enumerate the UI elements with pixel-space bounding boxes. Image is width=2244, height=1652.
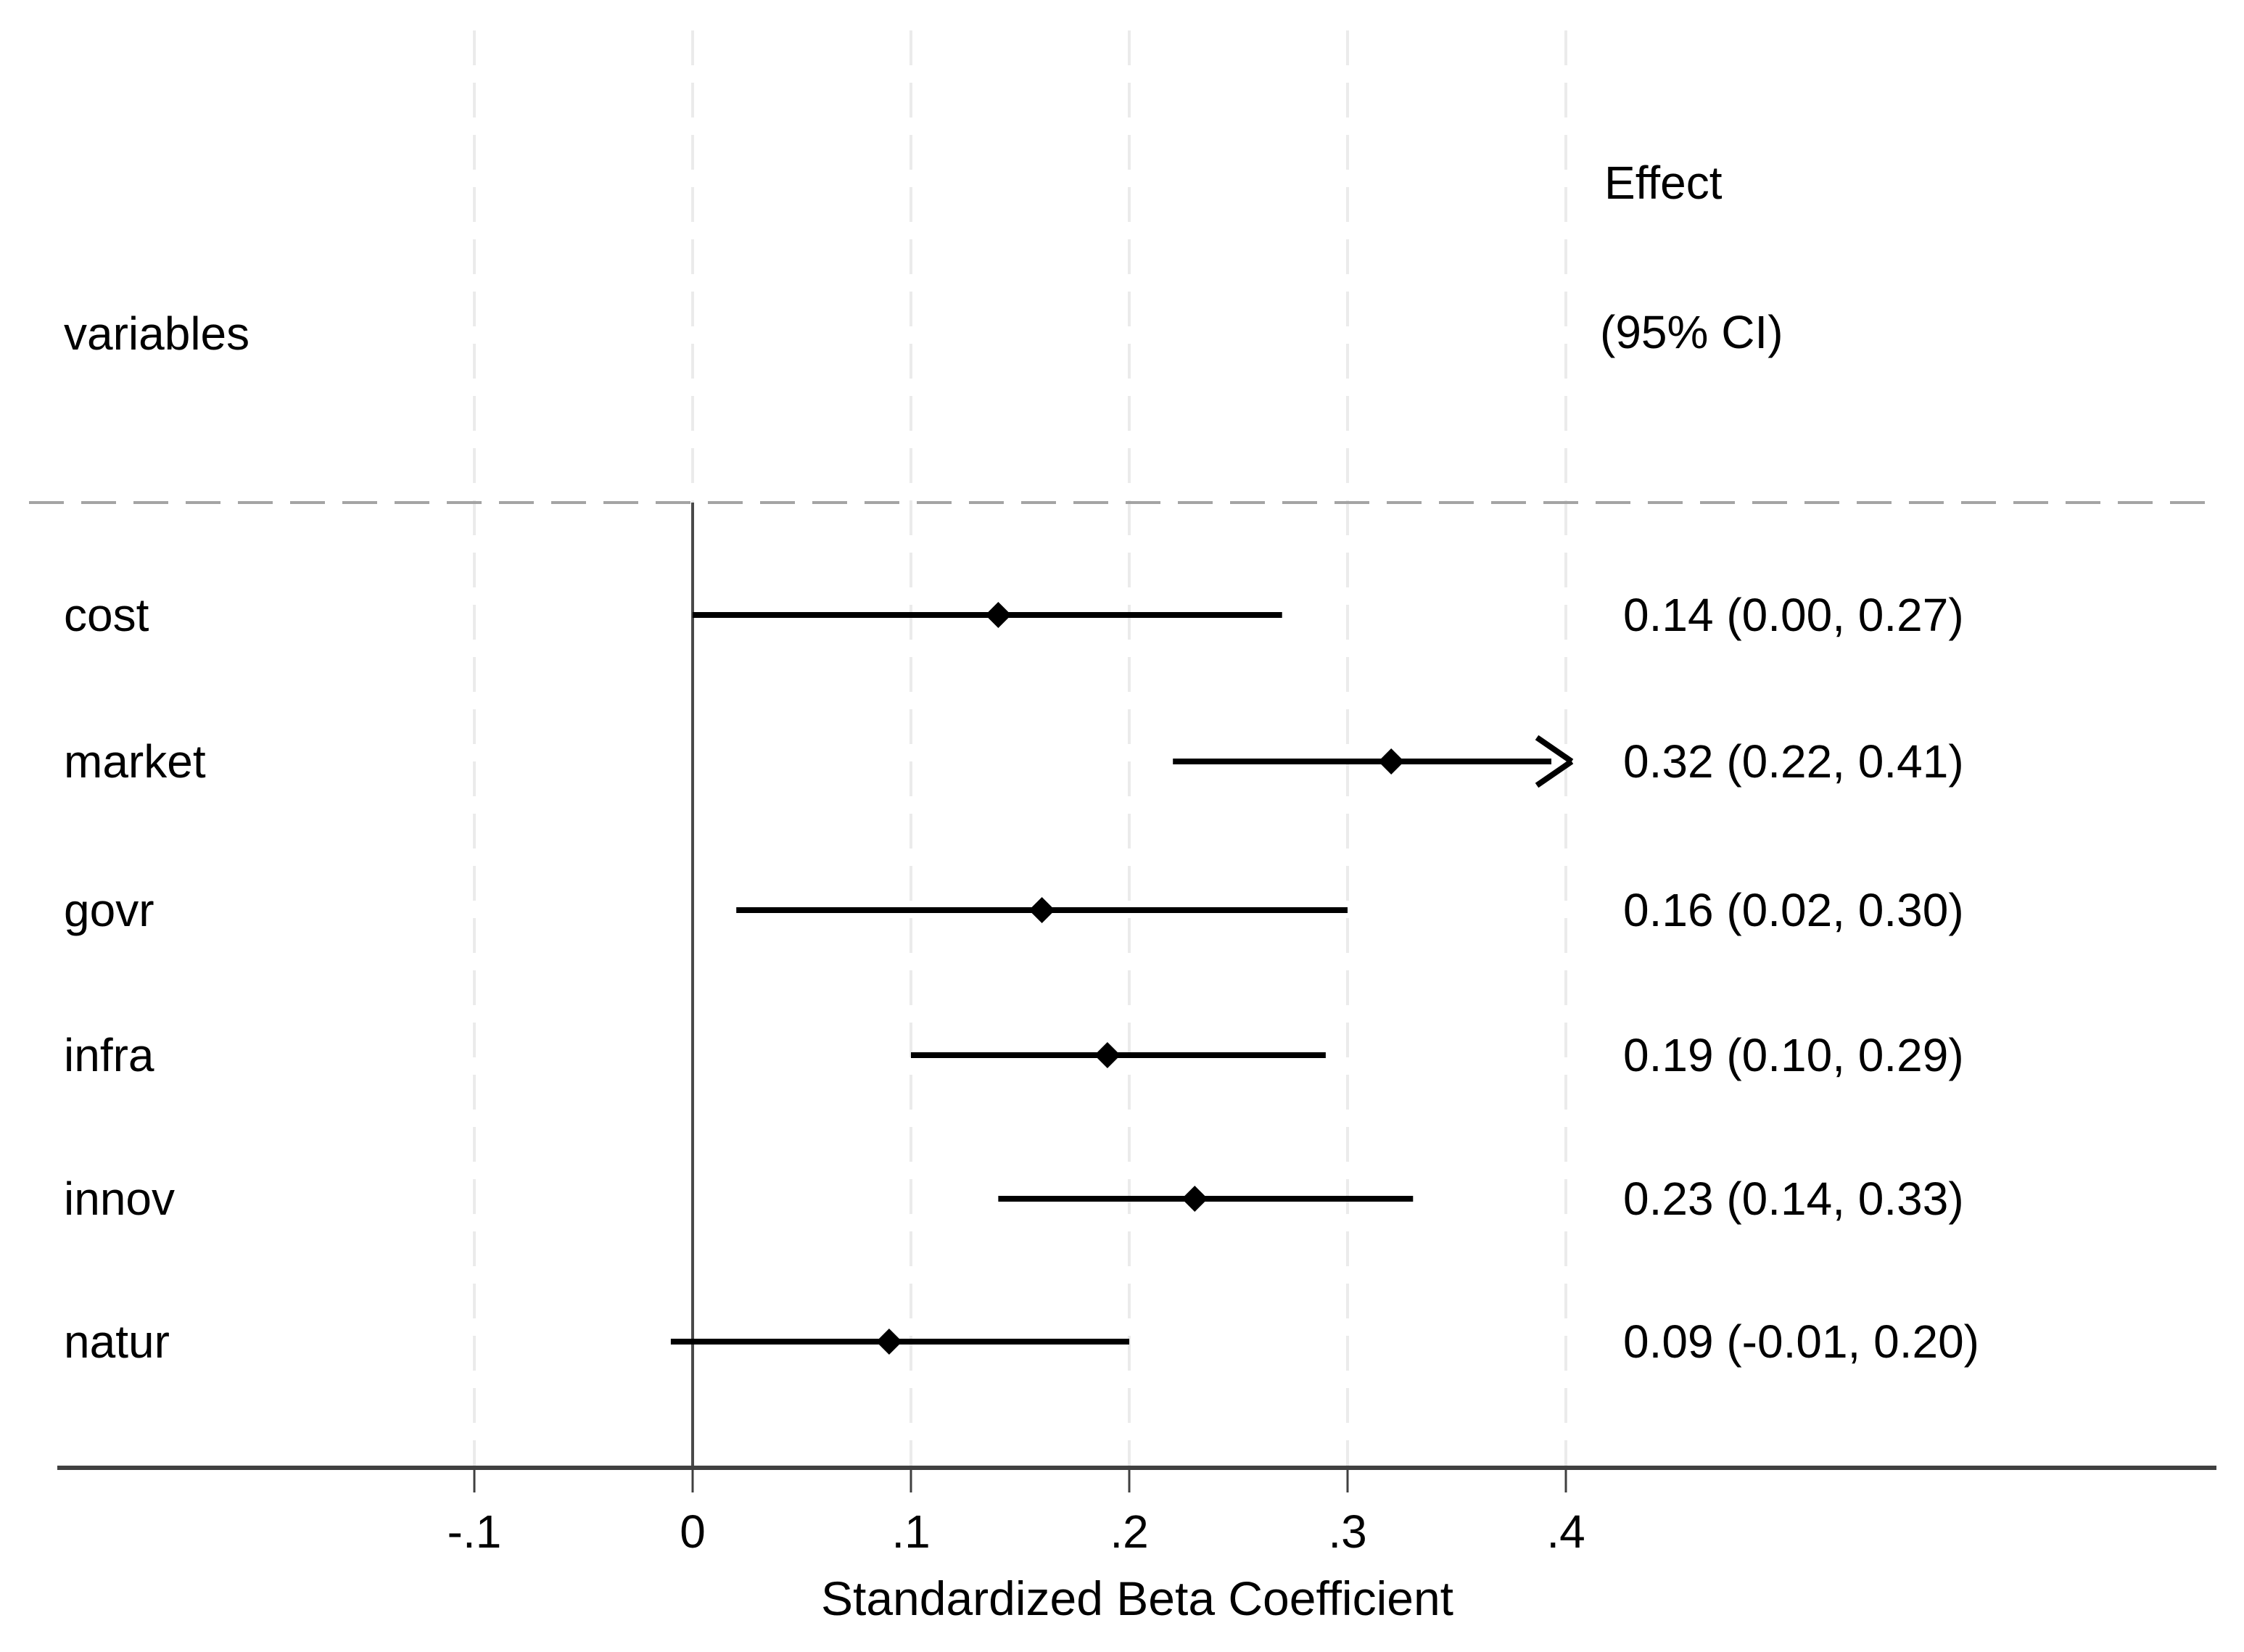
effect-value: 0.23 (0.14, 0.33) (1623, 1173, 1964, 1225)
row-label: infra (64, 1029, 154, 1081)
diamond-marker (1378, 748, 1405, 775)
diamond-marker (1028, 897, 1055, 923)
effect-value: 0.32 (0.22, 0.41) (1623, 735, 1964, 788)
row-label: natur (64, 1316, 170, 1368)
effect-value: 0.09 (-0.01, 0.20) (1623, 1316, 1979, 1368)
x-axis-title: Standardized Beta Coefficient (820, 1572, 1454, 1625)
row-label: market (64, 735, 206, 788)
diamond-marker (1094, 1042, 1121, 1068)
diamond-marker (875, 1329, 902, 1355)
x-axis-tick-label: .4 (1546, 1506, 1585, 1558)
diamond-marker (1181, 1186, 1208, 1212)
row-label: cost (64, 589, 149, 641)
effect-column-header: Effect (1604, 157, 1723, 209)
row-label: innov (64, 1173, 175, 1225)
x-axis-tick-label: 0 (680, 1506, 706, 1558)
variables-column-header: variables (64, 307, 250, 360)
ci-clip-arrow (1535, 735, 1574, 788)
x-axis-tick-label: .2 (1110, 1506, 1149, 1558)
x-axis-tick-label: -.1 (447, 1506, 502, 1558)
x-axis-tick-label: .3 (1328, 1506, 1367, 1558)
row-label: govr (64, 884, 154, 936)
x-axis-tick-label: .1 (891, 1506, 931, 1558)
effect-value: 0.14 (0.00, 0.27) (1623, 589, 1964, 641)
effect-value: 0.19 (0.10, 0.29) (1623, 1029, 1964, 1081)
effect-value: 0.16 (0.02, 0.30) (1623, 884, 1964, 936)
diamond-marker (985, 602, 1012, 628)
ci-column-header: (95% CI) (1600, 306, 1783, 358)
